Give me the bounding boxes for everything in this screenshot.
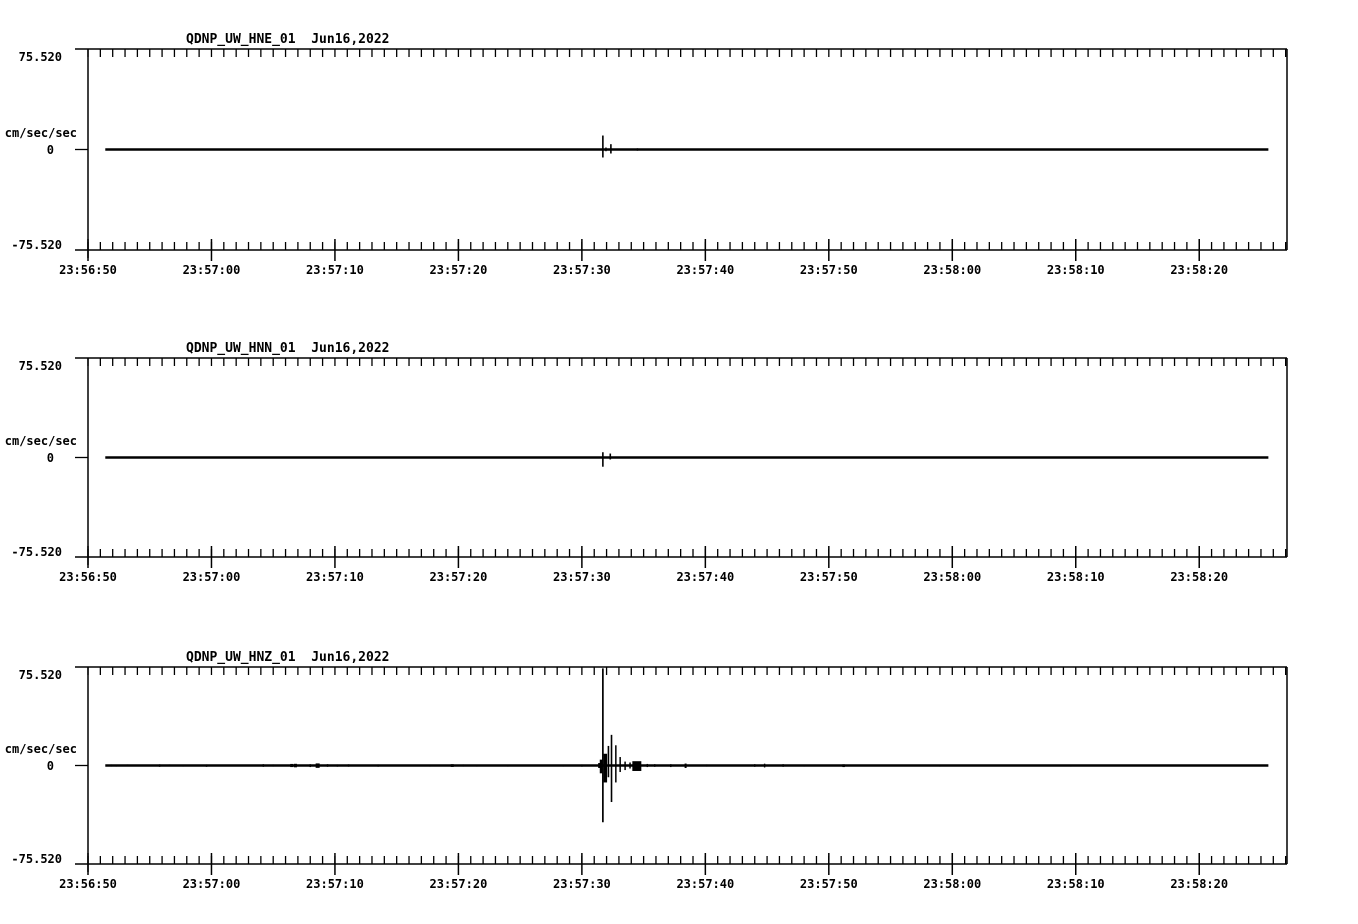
time-tick-label: 23:57:40 <box>676 877 735 891</box>
time-tick-label: 23:57:10 <box>306 570 364 584</box>
time-tick-label: 23:58:00 <box>923 570 982 584</box>
time-tick-label: 23:57:00 <box>182 877 241 891</box>
time-tick-label: 23:56:50 <box>59 263 117 277</box>
panel-title-hnn: QDNP_UW_HNN_01 Jun16,2022 <box>186 341 390 356</box>
time-tick-label: 23:58:00 <box>923 877 982 891</box>
time-tick-label: 23:57:40 <box>676 263 735 277</box>
time-tick-label: 23:57:30 <box>552 877 611 891</box>
y-zero-label: 0 <box>46 758 54 773</box>
y-min-label: -75.520 <box>11 852 62 866</box>
panel-title-hne: QDNP_UW_HNE_01 Jun16,2022 <box>186 32 390 47</box>
time-tick-label: 23:57:10 <box>306 877 364 891</box>
time-tick-label: 23:57:00 <box>182 263 241 277</box>
time-tick-label: 23:57:20 <box>429 570 488 584</box>
time-tick-label: 23:58:20 <box>1170 263 1229 277</box>
time-tick-label: 23:57:30 <box>552 570 611 584</box>
y-zero-label: 0 <box>46 450 54 465</box>
time-tick-label: 23:58:20 <box>1170 877 1229 891</box>
time-tick-label: 23:57:20 <box>429 877 488 891</box>
time-tick-label: 23:58:10 <box>1046 877 1105 891</box>
y-unit-label: cm/sec/sec <box>4 433 77 448</box>
time-tick-label: 23:57:00 <box>182 570 241 584</box>
time-tick-label: 23:57:40 <box>676 570 735 584</box>
y-max-label: 75.520 <box>18 50 62 64</box>
y-min-label: -75.520 <box>11 545 62 559</box>
y-max-label: 75.520 <box>18 359 62 373</box>
time-tick-label: 23:57:50 <box>799 570 858 584</box>
time-tick-label: 23:56:50 <box>59 570 117 584</box>
time-tick-label: 23:58:10 <box>1046 570 1105 584</box>
time-tick-label: 23:57:30 <box>552 263 611 277</box>
y-max-label: 75.520 <box>18 668 62 682</box>
y-min-label: -75.520 <box>11 238 62 252</box>
time-tick-label: 23:58:00 <box>923 263 982 277</box>
time-tick-label: 23:57:50 <box>799 263 858 277</box>
time-tick-label: 23:57:20 <box>429 263 488 277</box>
panel-title-hnz: QDNP_UW_HNZ_01 Jun16,2022 <box>186 650 390 665</box>
y-unit-label: cm/sec/sec <box>4 125 77 140</box>
time-tick-label: 23:58:10 <box>1046 263 1105 277</box>
y-zero-label: 0 <box>46 142 54 157</box>
time-tick-label: 23:58:20 <box>1170 570 1229 584</box>
time-tick-label: 23:57:10 <box>306 263 364 277</box>
time-tick-label: 23:56:50 <box>59 877 117 891</box>
y-unit-label: cm/sec/sec <box>4 741 77 756</box>
time-tick-label: 23:57:50 <box>799 877 858 891</box>
